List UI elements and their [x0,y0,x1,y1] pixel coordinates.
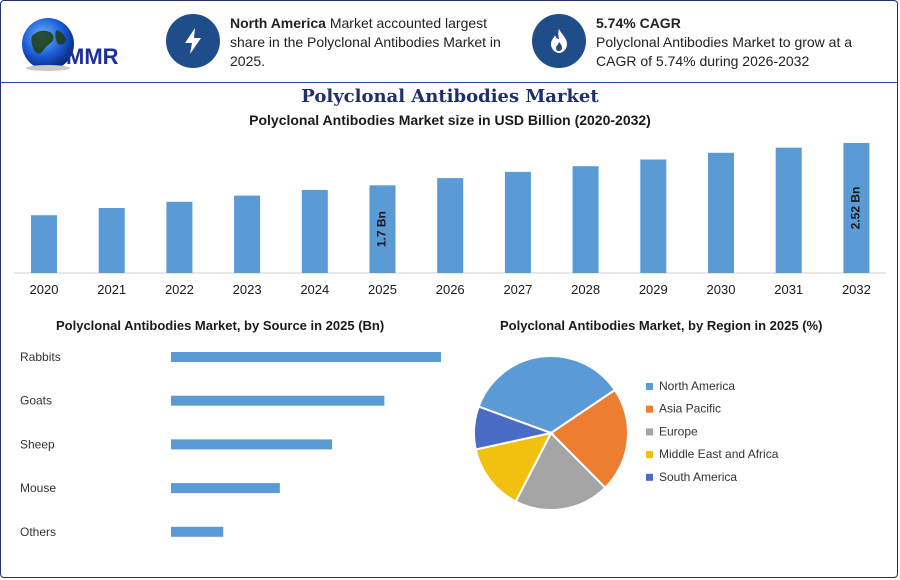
x-tick-2027: 2027 [503,282,532,297]
bar-2020 [31,215,57,273]
source-bar-mouse [171,483,280,494]
x-tick-2021: 2021 [97,282,126,297]
header-divider [0,82,898,83]
legend-swatch-asia-pacific [646,405,653,413]
kpi-1-text: Market accounted largest share in the Po… [230,15,501,69]
growth-flame-icon [532,14,586,68]
bar-2030 [708,152,734,273]
bar-chart-subtitle: Polyclonal Antibodies Market size in USD… [249,112,651,128]
globe-icon [22,18,74,71]
mmr-logo: MMR [22,18,119,71]
bar-2025 [369,185,396,273]
bar-2031 [775,147,802,273]
bar-2026 [437,178,464,273]
legend-label-north-america: North America [659,379,735,393]
legend-label-europe: Europe [659,424,698,438]
source-bar-sheep [171,439,333,450]
bar-2021 [98,208,125,273]
pie-slice-south-america [473,405,555,451]
data-label-2032: 2.52 Bn [849,187,863,230]
x-tick-2026: 2026 [436,282,465,297]
x-tick-2023: 2023 [233,282,262,297]
market-size-bar-chart: 2020 2021 2022 2023 2024 2025 1.7 Bn 2026 2027 20… [14,143,886,297]
pie-slice-middle-east-and-africa [474,431,553,503]
bar-2022 [166,201,193,273]
legend-label-asia-pacific: Asia Pacific [659,402,721,416]
page-title: Polyclonal Antibodies Market [301,86,599,107]
pie-slice-north-america [477,355,617,435]
x-tick-2030: 2030 [707,282,736,297]
logo-text: MMR [66,44,119,69]
legend-swatch-south-america [646,473,653,481]
source-chart-title: Polyclonal Antibodies Market, by Source … [56,318,385,333]
x-tick-2029: 2029 [639,282,668,297]
x-tick-2024: 2024 [300,282,329,297]
source-label-mouse: Mouse [20,481,56,495]
source-bar-chart: Rabbits Goats Sheep Mouse Others [20,350,441,539]
source-bar-others [171,526,224,537]
bar-2028 [572,166,599,273]
data-label-2025: 1.7 Bn [375,211,389,247]
bar-2032 [843,143,870,273]
region-chart-title: Polyclonal Antibodies Market, by Region … [500,318,823,333]
x-tick-2020: 2020 [30,282,59,297]
x-tick-2032: 2032 [842,282,871,297]
pie-slice-asia-pacific [549,388,629,490]
x-tick-2031: 2031 [774,282,803,297]
lightning-icon [166,14,220,68]
bar-2023 [234,195,261,273]
bar-2027 [504,171,531,273]
legend-swatch-north-america [646,383,653,390]
source-bar-rabbits [171,352,441,362]
legend-label-middle-east-and-africa: Middle East and Africa [659,447,779,461]
pie-slice-europe [514,431,607,511]
x-tick-2022: 2022 [165,282,194,297]
legend-swatch-europe [646,428,653,436]
legend-label-south-america: South America [659,470,737,484]
source-label-goats: Goats [20,394,52,408]
kpi-2-text: Polyclonal Antibodies Market to grow at … [596,34,853,69]
bar-2024 [301,189,328,273]
source-label-sheep: Sheep [20,437,55,451]
kpi-north-america: North America Market accounted largest s… [230,14,515,71]
x-tick-2025: 2025 [368,282,397,297]
source-label-others: Others [20,525,56,539]
source-bar-goats [171,395,385,406]
region-pie-chart: North America Asia Pacific Europe Middle Ea… [473,355,779,511]
bar-2029 [640,159,667,273]
legend-swatch-middle-east-and-africa [646,451,653,459]
source-label-rabbits: Rabbits [20,350,61,364]
kpi-2-bold: 5.74% CAGR [596,15,681,31]
kpi-1-bold: North America [230,15,326,31]
x-tick-2028: 2028 [571,282,600,297]
kpi-cagr: 5.74% CAGR Polyclonal Antibodies Market … [596,14,886,71]
